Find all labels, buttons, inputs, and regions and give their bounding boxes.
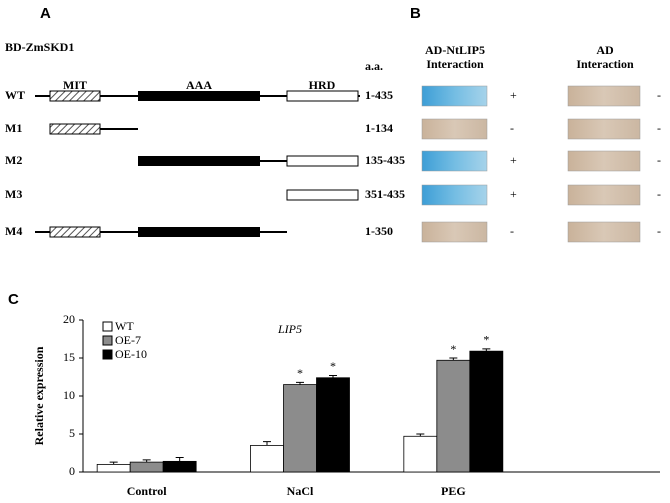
panel-a: A BD-ZmSKD1 a.a. MIT AAA HRD WT 1-435 M1 1-… — [5, 5, 405, 238]
legend-label: OE-10 — [115, 347, 147, 361]
colony-spot — [567, 184, 641, 206]
error-bar — [296, 381, 304, 385]
panel-b: B AD-NtLIP5 Interaction AD Interaction + - -… — [410, 5, 661, 243]
colony-spot — [567, 150, 641, 172]
bar — [162, 460, 197, 473]
result: - — [657, 121, 661, 135]
result: - — [510, 121, 514, 135]
result: + — [510, 88, 517, 102]
significance: * — [297, 366, 303, 380]
error-bar — [109, 461, 118, 465]
aa-range: 1-435 — [365, 88, 393, 102]
row-label: M4 — [5, 224, 22, 238]
panel-label: B — [410, 5, 421, 22]
bar — [316, 377, 350, 473]
x-tick-label: Control — [127, 484, 167, 498]
aa-range: 1-350 — [365, 224, 393, 238]
error-bar — [175, 457, 184, 462]
y-axis-label: Relative expression — [32, 346, 46, 445]
error-bar — [142, 459, 151, 463]
domain-label: HRD — [309, 78, 336, 92]
significance: * — [330, 359, 336, 373]
aa-header: a.a. — [365, 59, 383, 73]
y-tick-label: 20 — [63, 312, 75, 326]
domain-label: AAA — [186, 78, 212, 92]
colony-spot — [421, 150, 488, 172]
domain-label: MIT — [63, 78, 87, 92]
result: - — [657, 88, 661, 102]
panel-label: A — [40, 5, 51, 22]
colony-spot — [421, 85, 488, 107]
bar — [96, 463, 131, 473]
bar — [250, 444, 284, 473]
bar — [283, 384, 317, 473]
bar — [469, 350, 504, 473]
column-header: AD Interaction — [576, 43, 634, 71]
bar — [129, 461, 164, 473]
result: - — [657, 153, 661, 167]
colony-spot — [567, 221, 641, 243]
y-tick-label: 10 — [63, 388, 75, 402]
bar — [403, 435, 438, 473]
colony-spot — [421, 118, 488, 140]
result: - — [657, 187, 661, 201]
significance: * — [483, 333, 489, 347]
legend-label: WT — [115, 319, 134, 333]
error-bar — [416, 433, 425, 437]
aa-range: 351-435 — [365, 187, 405, 201]
result: - — [657, 224, 661, 238]
column-header: AD-NtLIP5 Interaction — [425, 43, 485, 71]
bar — [436, 359, 471, 473]
error-bar — [329, 374, 337, 378]
legend-label: OE-7 — [115, 333, 141, 347]
row-label: M2 — [5, 153, 22, 167]
row-label: WT — [5, 88, 25, 102]
aa-range: 1-134 — [365, 121, 393, 135]
colony-spot — [567, 118, 641, 140]
aa-range: 135-435 — [365, 153, 405, 167]
chart-title: LIP5 — [277, 322, 302, 336]
colony-spot — [567, 85, 641, 107]
legend-swatch — [102, 335, 113, 346]
x-tick-label: PEG — [441, 484, 466, 498]
result: + — [510, 153, 517, 167]
colony-spot — [421, 184, 488, 206]
row-label: M3 — [5, 187, 22, 201]
error-bar — [449, 357, 458, 361]
panel-label: C — [8, 291, 19, 308]
error-bar — [482, 348, 491, 352]
legend-swatch — [102, 321, 113, 332]
colony-spot — [421, 221, 488, 243]
panel-c: C 0 5 10 15 20 Relative expression LIP5 Control… — [8, 291, 660, 498]
row-label: M1 — [5, 121, 22, 135]
construct-label: BD-ZmSKD1 — [5, 40, 74, 54]
result: - — [510, 224, 514, 238]
legend-swatch — [102, 349, 113, 360]
y-tick-label: 5 — [69, 426, 75, 440]
y-tick-label: 0 — [69, 464, 75, 478]
y-tick-label: 15 — [63, 350, 75, 364]
result: + — [510, 187, 517, 201]
significance: * — [450, 342, 456, 356]
x-tick-label: NaCl — [287, 484, 314, 498]
error-bar — [263, 441, 271, 446]
